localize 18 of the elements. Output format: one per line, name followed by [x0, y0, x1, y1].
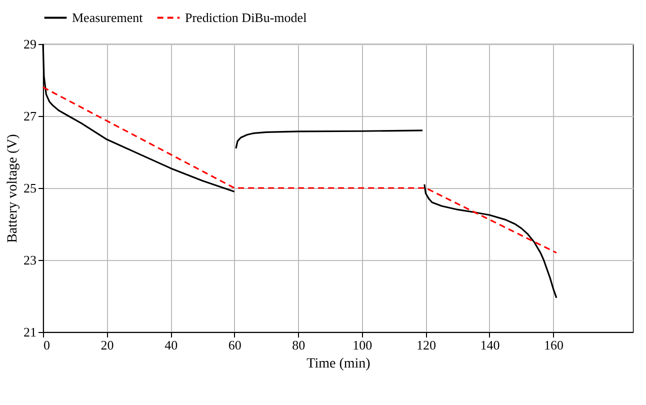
- y-tick-label: 25: [24, 180, 36, 196]
- y-tick-label: 21: [24, 324, 36, 340]
- x-tick-label: 100: [352, 338, 372, 352]
- y-tick-label: 23: [24, 252, 36, 268]
- y-axis-title: Battery voltage (V): [6, 134, 20, 243]
- y-tick-label: 27: [24, 108, 37, 124]
- x-axis-title: Time (min): [306, 356, 371, 372]
- x-tick-label: 40: [164, 338, 178, 352]
- x-tick-label: 120: [416, 338, 436, 352]
- y-tick-label: 29: [24, 36, 36, 52]
- x-tick-label: 160: [544, 338, 564, 352]
- legend-label: Measurement: [72, 10, 144, 25]
- x-tick-label: 140: [480, 338, 500, 352]
- legend-label: Prediction DiBu-model: [185, 10, 308, 25]
- x-tick-label: 20: [100, 338, 114, 352]
- x-tick-label: 80: [292, 338, 306, 352]
- x-tick-label: 60: [228, 338, 242, 352]
- x-tick-label: 0: [44, 338, 50, 352]
